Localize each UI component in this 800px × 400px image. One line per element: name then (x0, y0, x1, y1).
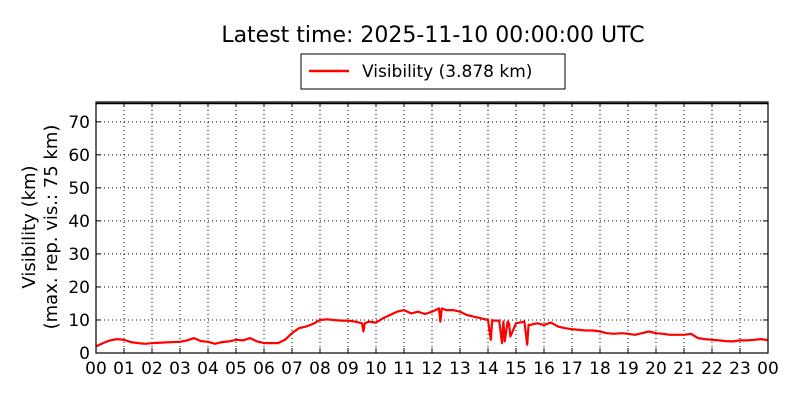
x-tick-label: 11 (393, 359, 415, 379)
x-tick-label: 22 (701, 359, 723, 379)
legend: Visibility (3.878 km) (300, 53, 566, 90)
y-tick-label: 20 (68, 278, 90, 298)
x-tick-labels: 00 01 02 03 04 05 06 07 08 09 10 11 12 13 14 15 16 17 18 19… (85, 359, 779, 379)
grid (96, 102, 768, 353)
y-axis-sublabel: (max. rep. vis.: 75 km) (41, 125, 62, 330)
y-tick-label: 30 (68, 245, 90, 265)
x-tick-label: 09 (337, 359, 359, 379)
chart-title: Latest time: 2025-11-10 00:00:00 UTC (221, 23, 644, 48)
x-tick-label: 13 (449, 359, 471, 379)
axis-ticks (95, 102, 769, 354)
y-tick-label: 50 (68, 179, 90, 199)
y-tick-label: 40 (68, 212, 90, 232)
x-tick-label: 00 (757, 359, 779, 379)
y-axis-label: Visibility (km) (19, 165, 40, 288)
x-tick-label: 01 (113, 359, 135, 379)
x-tick-label: 20 (645, 359, 667, 379)
x-tick-label: 23 (729, 359, 751, 379)
x-tick-label: 08 (309, 359, 331, 379)
x-tick-label: 07 (281, 359, 303, 379)
x-tick-label: 00 (85, 359, 107, 379)
plot-frame (95, 101, 769, 354)
x-tick-label: 15 (505, 359, 527, 379)
x-tick-label: 05 (225, 359, 247, 379)
x-tick-label: 14 (477, 359, 499, 379)
x-tick-label: 17 (561, 359, 583, 379)
x-tick-label: 10 (365, 359, 387, 379)
y-tick-label: 70 (68, 113, 90, 133)
x-tick-label: 06 (253, 359, 275, 379)
y-tick-label: 60 (68, 146, 90, 166)
y-tick-label: 10 (68, 311, 90, 331)
x-tick-label: 03 (169, 359, 191, 379)
x-tick-label: 18 (589, 359, 611, 379)
visibility-series-line (95, 307, 769, 348)
legend-label: Visibility (3.878 km) (362, 62, 532, 82)
x-tick-label: 12 (421, 359, 443, 379)
y-tick-labels: 0 10 20 30 40 50 60 70 (68, 113, 90, 364)
y-tick-label: 0 (79, 344, 90, 364)
x-tick-label: 19 (617, 359, 639, 379)
x-tick-label: 04 (197, 359, 219, 379)
x-tick-label: 16 (533, 359, 555, 379)
x-tick-label: 02 (141, 359, 163, 379)
x-tick-label: 21 (673, 359, 695, 379)
